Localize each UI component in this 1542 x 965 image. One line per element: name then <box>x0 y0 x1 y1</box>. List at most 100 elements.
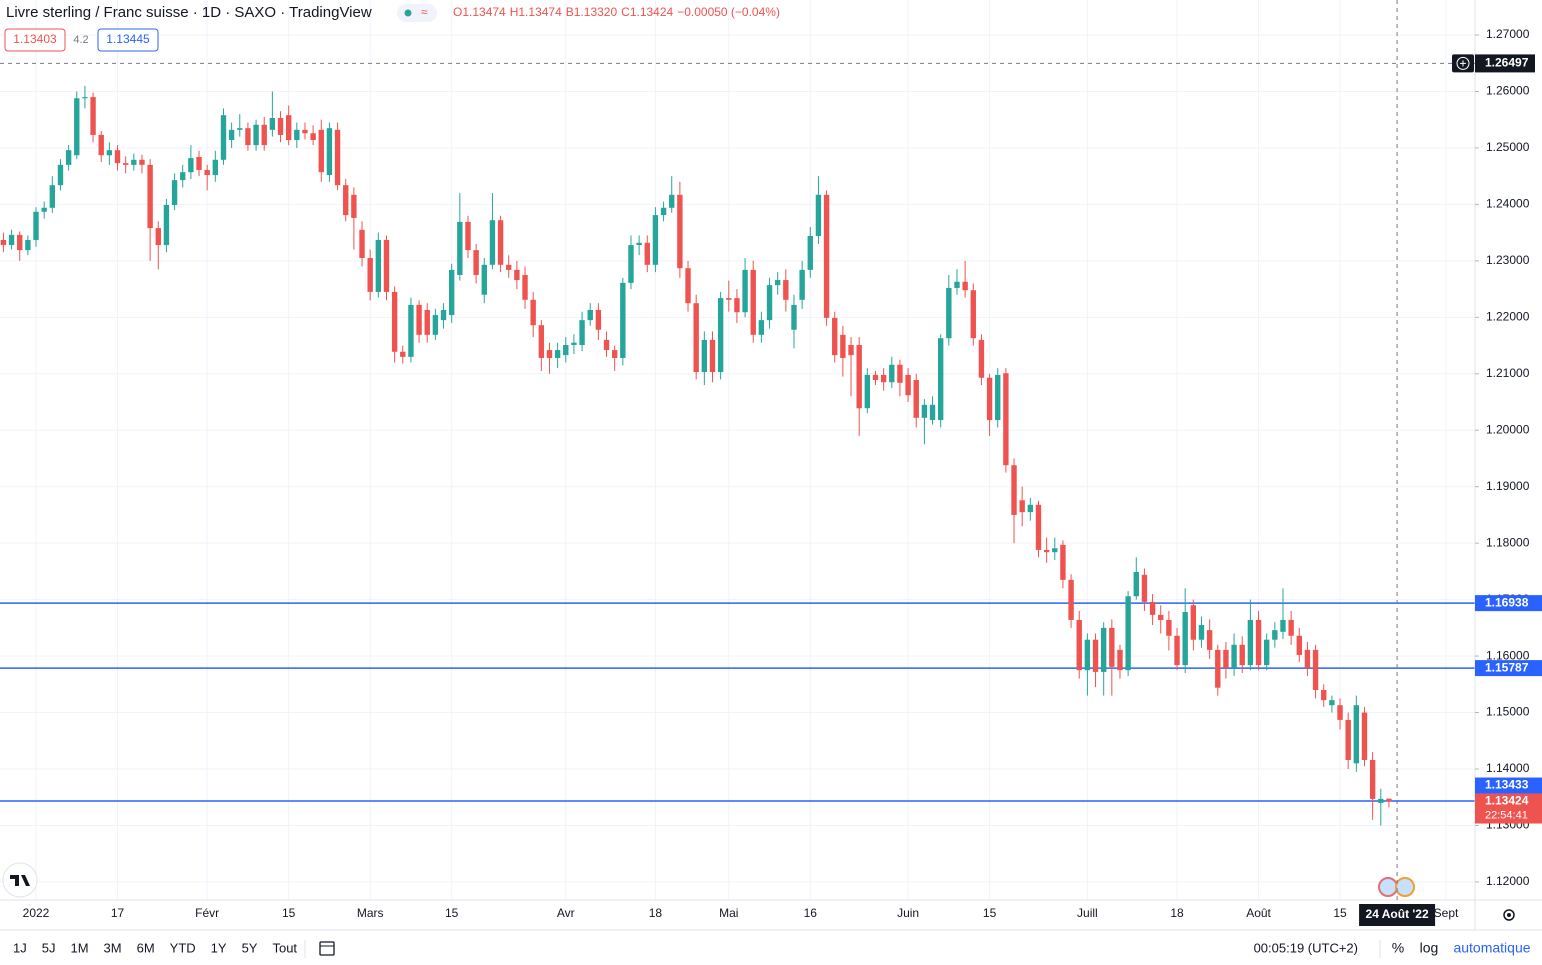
event-flags[interactable] <box>1378 877 1415 897</box>
candle-body <box>1288 619 1294 636</box>
range-button[interactable]: 1Y <box>211 940 227 955</box>
candle-body <box>90 97 96 135</box>
clock: 00:05:19 (UTC+2) <box>1254 940 1358 955</box>
y-tick-label: 1.21000 <box>1486 366 1530 380</box>
y-tick-label: 1.23000 <box>1486 253 1530 267</box>
range-button[interactable]: 6M <box>137 940 155 955</box>
candle-body <box>750 269 756 335</box>
candle-body <box>432 315 439 335</box>
candle-body <box>253 124 259 146</box>
last-price-box <box>1475 793 1542 824</box>
candle-body <box>709 339 716 373</box>
candle-body <box>424 309 430 335</box>
candle-body <box>889 364 895 383</box>
candle-body <box>1280 619 1286 632</box>
candle-body <box>489 220 496 265</box>
candle-body <box>1337 705 1343 720</box>
grid <box>0 0 1475 900</box>
candle-body <box>1052 548 1058 553</box>
candle-body <box>742 269 748 313</box>
candle-body <box>1206 630 1213 650</box>
flag-gb-2[interactable] <box>1395 877 1415 897</box>
last-price: 1.13424 <box>1485 794 1529 808</box>
bid-box[interactable] <box>4 28 66 52</box>
range-button[interactable]: 5J <box>42 940 56 955</box>
range-button[interactable]: 1M <box>70 940 88 955</box>
ohlc-value: C1.13424 <box>621 5 673 19</box>
candle-body <box>807 236 813 270</box>
candle-body <box>302 129 308 134</box>
settings-icon[interactable] <box>1503 909 1515 921</box>
hline-label: 1.16938 <box>1485 595 1529 609</box>
candle-body <box>245 128 251 146</box>
candle-body <box>815 194 822 237</box>
status-pill[interactable] <box>397 4 437 22</box>
candle-body <box>343 185 349 216</box>
ask-price: 1.13445 <box>106 32 150 46</box>
x-tick-label: 15 <box>983 906 997 920</box>
ohlc-value: B1.13320 <box>566 5 618 19</box>
candle-body <box>1231 644 1237 668</box>
candle-body <box>147 164 153 229</box>
ask-box[interactable] <box>97 28 159 52</box>
candle-body <box>595 309 602 330</box>
scale-option[interactable]: % <box>1392 940 1404 956</box>
date-range-icon[interactable] <box>319 941 335 956</box>
candle-body <box>359 229 365 259</box>
calendar[interactable] <box>319 941 335 956</box>
candle-body <box>57 164 64 186</box>
flag-gb[interactable] <box>1378 877 1398 897</box>
candle-body <box>579 320 585 345</box>
gear[interactable] <box>1503 909 1515 921</box>
crosshair-date-box <box>1359 904 1436 926</box>
candle-body <box>701 339 708 373</box>
candle-body <box>1166 619 1172 636</box>
candle-body <box>1321 689 1327 701</box>
candle-body <box>1068 579 1074 620</box>
candle-body <box>1378 798 1384 803</box>
spread: 4.2 <box>73 34 88 46</box>
candle-body <box>1386 798 1392 802</box>
candle-body <box>652 215 659 265</box>
y-tick-label: 1.22000 <box>1486 309 1530 323</box>
range-button[interactable]: Tout <box>272 940 297 955</box>
candle-body <box>1182 612 1188 666</box>
candle-body <box>660 207 667 216</box>
toolbar: 1J 5J 1M 3M 6M YTD 1Y 5Y Tout 00:05:19 (UTC+2)% lo… <box>13 940 1531 956</box>
candle-body <box>587 309 593 321</box>
candle-body <box>41 207 47 212</box>
candle-body <box>1329 700 1335 706</box>
x-tick-label: Avr <box>557 906 575 920</box>
candle-body <box>228 129 235 141</box>
x-tick-label: 15 <box>282 906 296 920</box>
candle-body <box>872 374 879 380</box>
candle-body <box>864 374 871 409</box>
candle-body <box>1223 649 1229 668</box>
range-button[interactable]: 3M <box>104 940 122 955</box>
crosshair-plus[interactable] <box>1456 56 1470 70</box>
candle-body <box>391 291 398 352</box>
candle-body <box>1117 649 1123 671</box>
candle-body <box>734 298 740 313</box>
range-button[interactable]: YTD <box>170 940 196 955</box>
candle-body <box>1296 635 1302 655</box>
y-tick-label: 1.16000 <box>1486 648 1530 662</box>
candle-body <box>1198 625 1205 640</box>
scale-option[interactable]: automatique <box>1453 940 1530 956</box>
candle-body <box>1125 596 1131 671</box>
candle-body <box>375 239 382 292</box>
scale-option[interactable]: log <box>1420 940 1439 956</box>
candle-body <box>351 194 357 218</box>
range-button[interactable]: 5Y <box>242 940 258 955</box>
x-tick-label: 15 <box>445 906 459 920</box>
hline-label-box <box>1475 777 1542 794</box>
candle-body <box>448 269 455 316</box>
candle-body <box>880 374 887 383</box>
range-button[interactable]: 1J <box>13 940 27 955</box>
candle-body <box>677 194 683 269</box>
delay-icon: ≈ <box>421 5 428 19</box>
crosshair-plus-sign <box>1460 60 1466 67</box>
candle-body <box>82 97 88 99</box>
